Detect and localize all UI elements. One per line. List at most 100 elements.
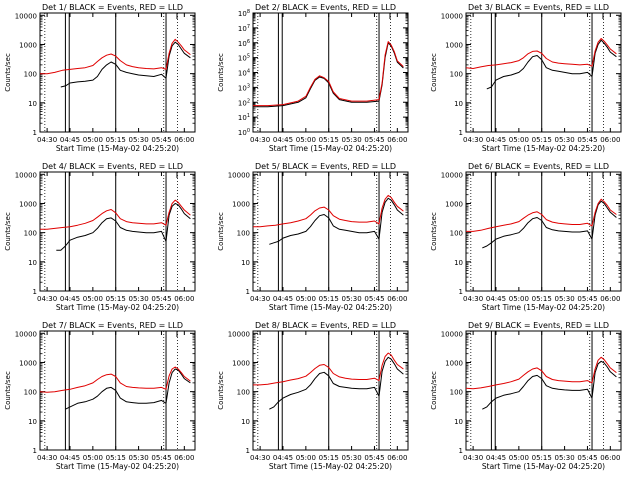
x-tick-label: 06:00 [387, 295, 407, 303]
x-tick-label: 06:00 [600, 295, 620, 303]
y-tick-label: 100 [237, 389, 250, 397]
y-axis-label: Counts/sec [217, 212, 225, 251]
chart-title: Det 1/ BLACK = Events, RED = LLD [42, 3, 183, 12]
y-tick-label: 10000 [15, 171, 37, 179]
x-tick-label: 05:15 [106, 295, 126, 303]
y-tick-label: 10 [454, 100, 463, 108]
x-tick-label: 05:45 [364, 454, 384, 462]
y-tick-label: 108 [238, 9, 250, 18]
x-tick-label: 05:00 [509, 454, 529, 462]
x-tick-label: 06:00 [174, 454, 194, 462]
x-tick-label: 05:45 [151, 454, 171, 462]
x-tick-label: 05:45 [151, 295, 171, 303]
lld-series-line [253, 352, 404, 386]
chart-panel-3: Det 3/ BLACK = Events, RED = LLD 1 10 100 10… [430, 3, 622, 153]
x-axis-label: Start Time (15-May-02 04:25:20) [56, 303, 179, 312]
corner-marker [389, 330, 400, 337]
y-tick-label: 1000 [232, 200, 250, 208]
y-tick-label: 10 [454, 259, 463, 267]
chart-panel-4: Det 4/ BLACK = Events, RED = LLD 1 10 100 10… [4, 162, 196, 312]
events-series-line [56, 203, 191, 251]
x-tick-label: 04:30 [463, 295, 483, 303]
x-tick-label: 04:45 [273, 295, 293, 303]
x-tick-label: 05:45 [151, 136, 171, 144]
chart-title: Det 7/ BLACK = Events, RED = LLD [42, 321, 183, 330]
x-tick-label: 05:30 [554, 454, 574, 462]
y-tick-label: 100 [24, 71, 37, 79]
x-tick-label: 04:30 [250, 295, 270, 303]
x-axis-label: Start Time (15-May-02 04:25:20) [269, 462, 392, 471]
plot-frame [252, 12, 409, 133]
x-tick-label: 05:00 [296, 454, 316, 462]
y-tick-label: 10 [28, 100, 37, 108]
y-tick-label: 1 [33, 447, 37, 455]
y-tick-label: 107 [238, 24, 250, 33]
y-tick-label: 10 [241, 259, 250, 267]
x-axis-label: Start Time (15-May-02 04:25:20) [269, 303, 392, 312]
x-tick-label: 04:45 [486, 295, 506, 303]
y-tick-label: 10000 [441, 171, 463, 179]
x-tick-label: 06:00 [387, 454, 407, 462]
y-tick-label: 10000 [15, 330, 37, 338]
x-tick-label: 04:45 [60, 295, 80, 303]
x-axis-label: Start Time (15-May-02 04:25:20) [482, 462, 605, 471]
x-tick-label: 04:45 [273, 454, 293, 462]
y-tick-label: 100 [450, 230, 463, 238]
x-tick-label: 05:15 [106, 136, 126, 144]
y-tick-label: 106 [238, 39, 250, 48]
y-tick-label: 1000 [232, 359, 250, 367]
y-axis-label: Counts/sec [430, 212, 438, 251]
x-axis-label: Start Time (15-May-02 04:25:20) [482, 303, 605, 312]
y-tick-label: 1000 [445, 200, 463, 208]
y-tick-label: 100 [238, 128, 250, 137]
plot-frame [39, 12, 196, 133]
x-tick-label: 05:45 [577, 136, 597, 144]
y-tick-label: 10 [28, 418, 37, 426]
chart-title: Det 9/ BLACK = Events, RED = LLD [468, 321, 609, 330]
x-tick-label: 06:00 [387, 136, 407, 144]
corner-marker [389, 171, 400, 178]
chart-title: Det 3/ BLACK = Events, RED = LLD [468, 3, 609, 12]
y-tick-label: 1000 [19, 359, 37, 367]
x-tick-label: 04:30 [37, 295, 57, 303]
lld-series-line [39, 366, 191, 393]
x-tick-label: 05:15 [532, 454, 552, 462]
x-tick-label: 06:00 [600, 136, 620, 144]
y-tick-label: 1000 [445, 359, 463, 367]
events-series-line [482, 200, 617, 249]
corner-marker [176, 171, 187, 178]
x-tick-label: 05:30 [341, 136, 361, 144]
y-tick-label: 100 [237, 230, 250, 238]
x-axis-label: Start Time (15-May-02 04:25:20) [269, 144, 392, 153]
x-tick-label: 05:30 [554, 295, 574, 303]
x-tick-label: 05:00 [509, 295, 529, 303]
y-tick-label: 1 [246, 447, 250, 455]
events-series-line [60, 41, 191, 88]
lld-series-line [465, 356, 617, 390]
corner-marker [176, 12, 187, 19]
plot-frame [465, 12, 622, 133]
x-tick-label: 06:00 [174, 136, 194, 144]
x-tick-label: 04:30 [463, 136, 483, 144]
x-tick-label: 05:30 [128, 136, 148, 144]
events-series-line [486, 39, 617, 90]
x-tick-label: 05:45 [364, 295, 384, 303]
lld-series-line [465, 38, 617, 69]
y-tick-label: 1000 [19, 200, 37, 208]
x-tick-label: 04:45 [60, 454, 80, 462]
plot-frame [465, 330, 622, 451]
y-tick-label: 10000 [15, 12, 37, 20]
y-tick-label: 1 [33, 288, 37, 296]
x-axis-label: Start Time (15-May-02 04:25:20) [56, 462, 179, 471]
x-tick-label: 05:15 [532, 295, 552, 303]
x-tick-label: 04:30 [37, 454, 57, 462]
x-tick-label: 05:30 [341, 295, 361, 303]
x-tick-label: 05:15 [319, 136, 339, 144]
y-axis-label: Counts/sec [4, 371, 12, 410]
plot-frame [39, 171, 196, 292]
y-tick-label: 10000 [228, 330, 250, 338]
lld-series-line [253, 41, 404, 107]
y-axis-label: Counts/sec [217, 53, 225, 92]
plot-frame [465, 171, 622, 292]
chart-panel-8: Det 8/ BLACK = Events, RED = LLD 1 10 100 10… [217, 321, 409, 471]
